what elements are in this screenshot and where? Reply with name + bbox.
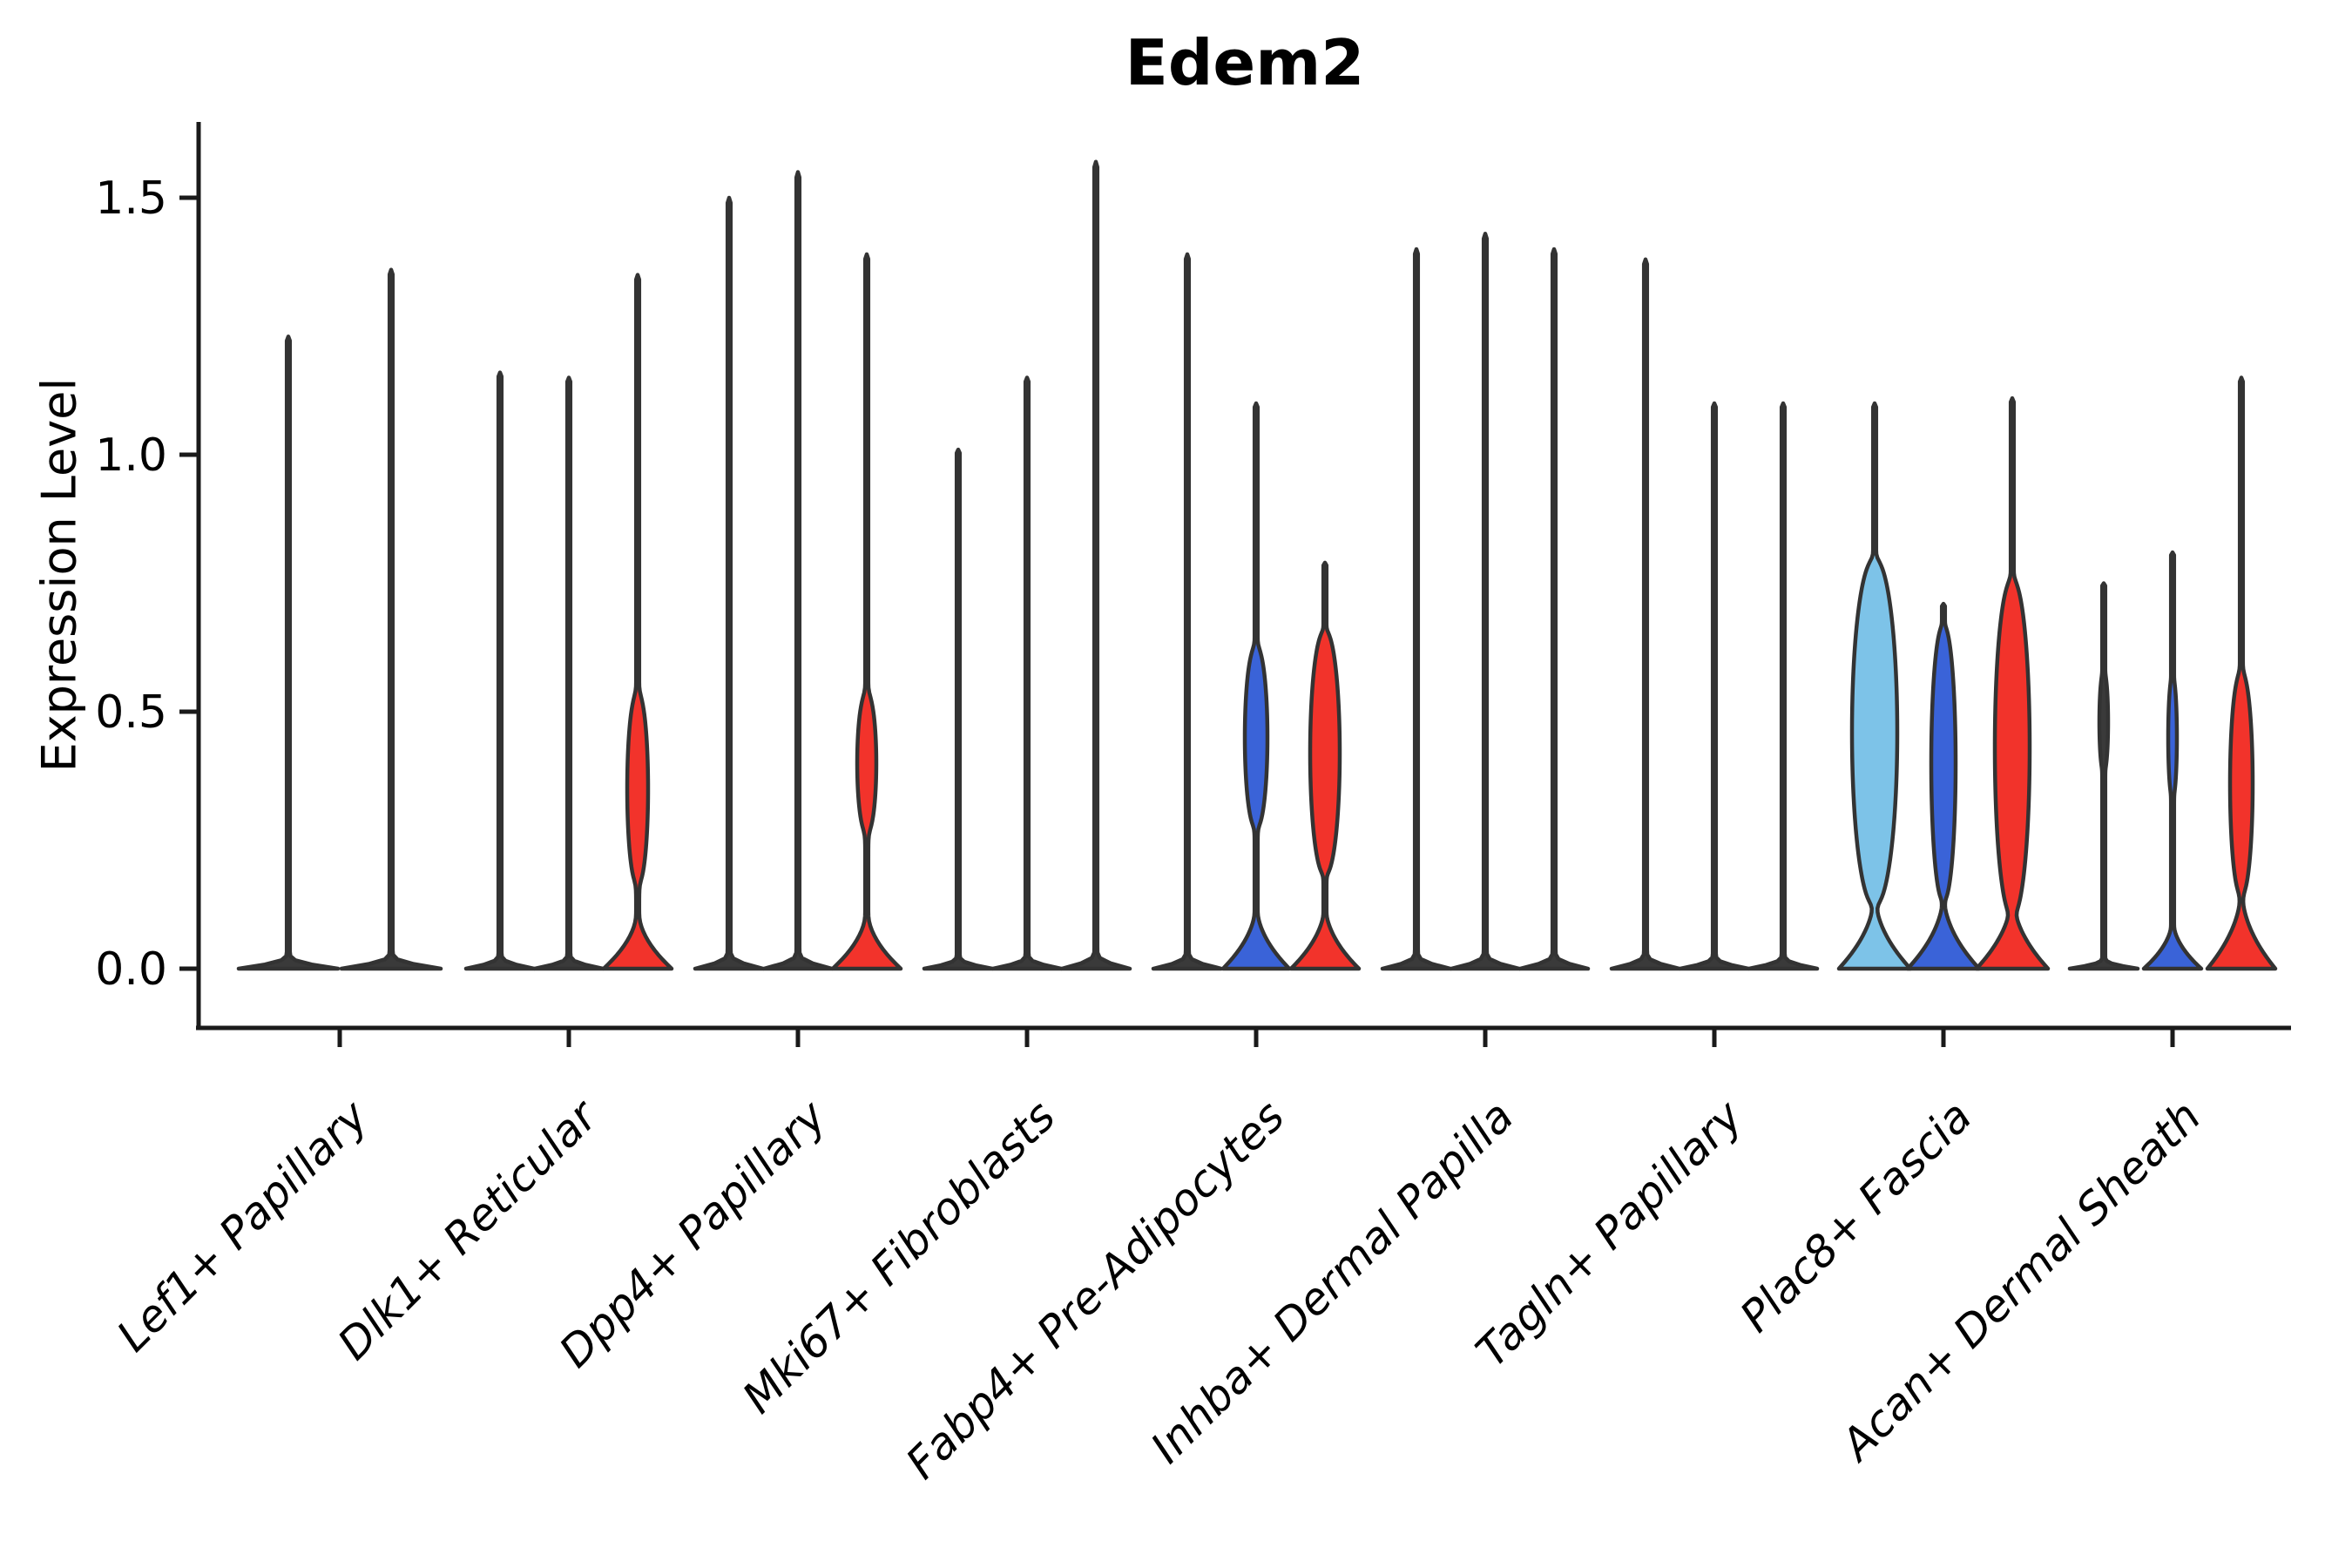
- y-axis-title: Expression Level: [31, 377, 87, 773]
- violin-shape: [1059, 159, 1132, 971]
- violin-shape: [1974, 395, 2051, 971]
- violin-shape: [2141, 550, 2204, 971]
- violin-shape: [1609, 257, 1682, 971]
- y-tick-label: 1.0: [95, 429, 167, 482]
- violin-shape: [1517, 247, 1591, 971]
- x-category-label: Plac8+ Fascia: [1731, 1091, 1982, 1342]
- y-tick-label: 0.0: [95, 943, 167, 996]
- x-category-label: Acan+ Dermal Sheath: [1830, 1091, 2211, 1471]
- x-category-label: Fabp4+ Pre-Adipocytes: [896, 1091, 1294, 1489]
- violin-shape: [830, 252, 903, 971]
- violin-shape: [532, 375, 605, 971]
- violin-shape: [1220, 401, 1292, 971]
- violin-shape: [1151, 252, 1224, 971]
- violin-shape: [1288, 560, 1362, 971]
- x-category-label: Lef1+ Papillary: [107, 1090, 378, 1361]
- violin-shape: [339, 267, 443, 971]
- x-category-label: Inhba+ Dermal Papilla: [1141, 1091, 1523, 1472]
- violin-shape: [236, 335, 341, 971]
- violin-shape: [1836, 401, 1913, 971]
- y-tick-label: 0.5: [95, 686, 167, 739]
- violin-shape: [1449, 232, 1522, 971]
- plot-title: Edem2: [1125, 26, 1365, 99]
- violin-shape: [693, 195, 766, 971]
- violin-shape: [922, 447, 995, 971]
- violin-shape: [761, 170, 835, 971]
- violin-shape: [1747, 401, 1820, 971]
- violin-shape: [463, 370, 537, 971]
- violin-shape: [601, 273, 674, 971]
- violin-shape: [1678, 401, 1751, 971]
- violin-shape: [1905, 601, 1982, 971]
- y-tick-label: 1.5: [95, 172, 167, 225]
- violin-shape: [2067, 581, 2140, 971]
- violin-shape: [1380, 247, 1453, 971]
- violin-shape: [2205, 375, 2278, 971]
- violin-shape: [990, 375, 1064, 971]
